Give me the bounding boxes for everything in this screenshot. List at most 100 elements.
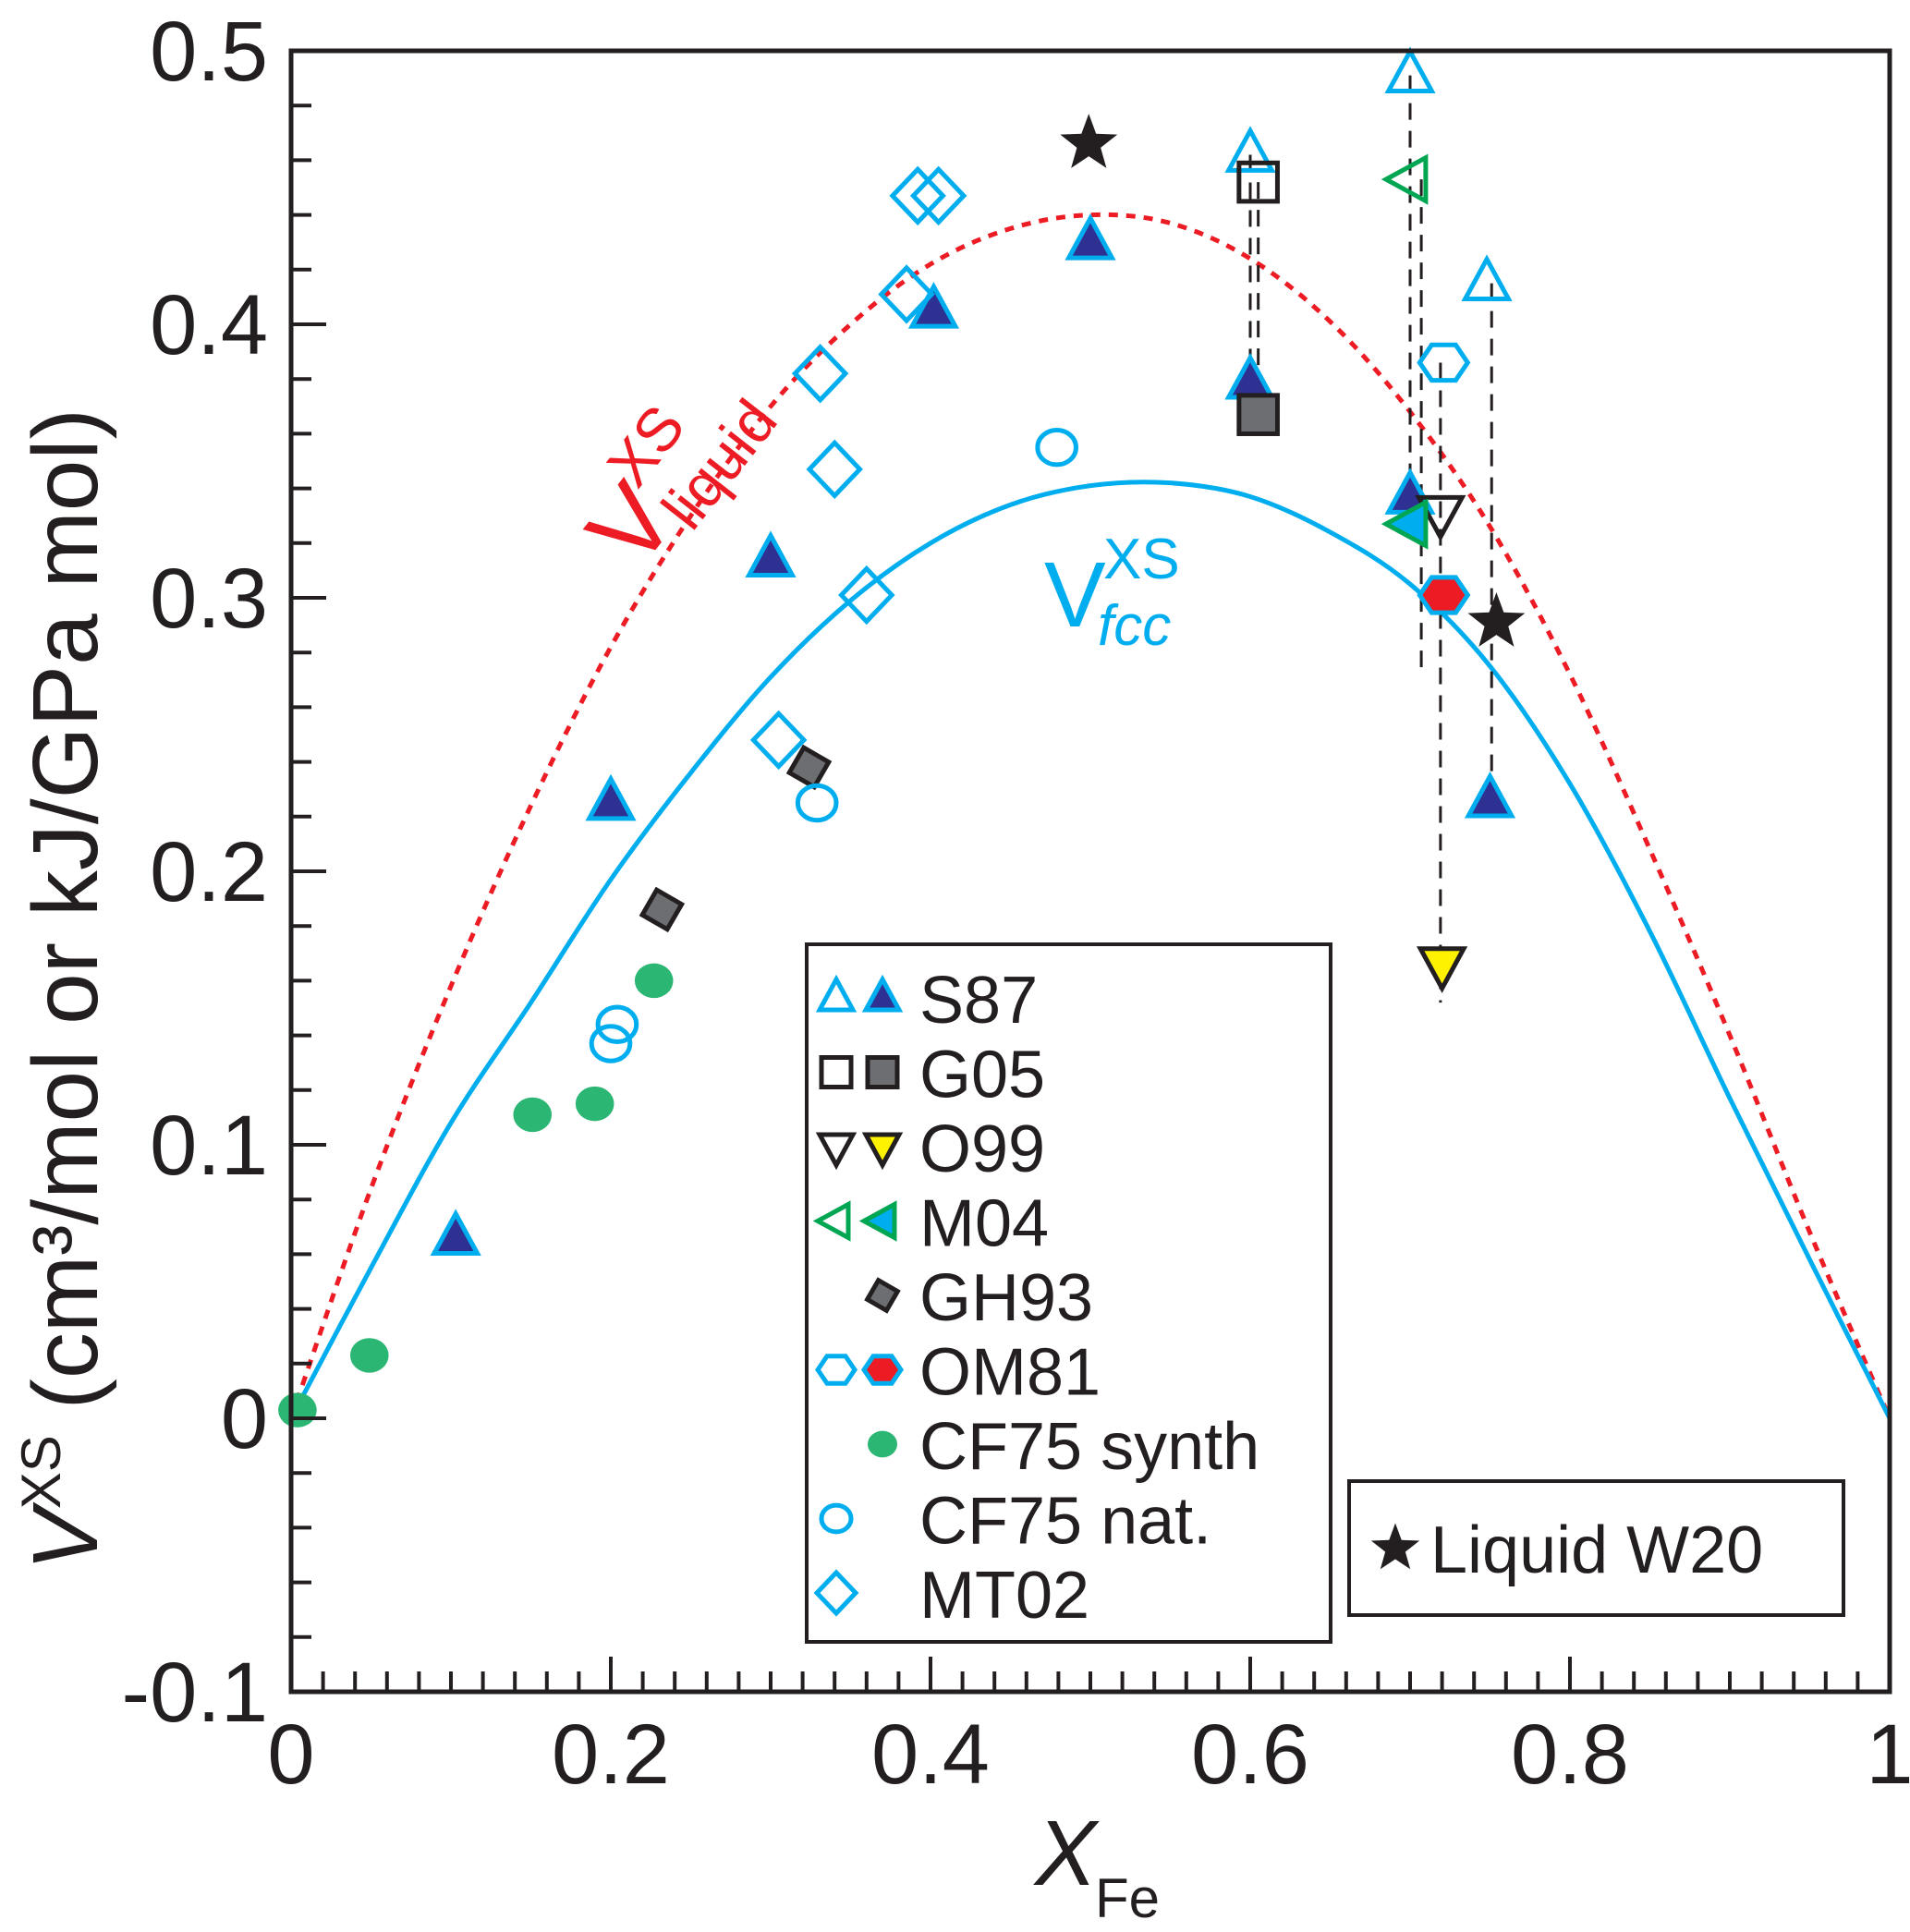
- legend-label: G05: [919, 1039, 1045, 1112]
- liquid-curve: [288, 212, 1892, 1419]
- point-s87-filled: [430, 1209, 481, 1257]
- point-gh93-filled: [785, 744, 833, 791]
- legend-marker: [864, 1277, 901, 1314]
- liquid-curve-label: V XS liquid: [566, 387, 790, 587]
- point-liquid-w20-filled: [1467, 592, 1526, 647]
- legend-liquid-box: [1347, 1479, 1845, 1617]
- legend-label: CF75 nat.: [919, 1485, 1211, 1559]
- point-cf75-nat-open: [589, 1024, 633, 1063]
- point-o99-filled: [1416, 946, 1468, 993]
- y-tick-label: 0.2: [150, 825, 268, 919]
- legend-label: S87: [919, 964, 1038, 1038]
- legend-marker: [813, 1569, 859, 1617]
- point-s87-filled: [745, 530, 797, 577]
- point-mt02-open: [806, 439, 863, 500]
- legend-marker: [868, 1430, 897, 1458]
- legend-marker-star: [1370, 1523, 1420, 1570]
- x-tick-label: 0.8: [1511, 1707, 1629, 1802]
- point-s87-open: [1384, 46, 1436, 94]
- legend-label: M04: [919, 1187, 1049, 1261]
- legend-entry: O99: [815, 1112, 1045, 1186]
- point-cf75-synth-filled: [278, 1392, 317, 1428]
- legend-label: GH93: [919, 1261, 1093, 1335]
- point-s87-open: [1461, 254, 1513, 301]
- x-tick-label: 1: [1866, 1707, 1910, 1802]
- x-axis-title-sub: Fe: [1095, 1867, 1160, 1929]
- legend-entry: S87: [815, 964, 1038, 1038]
- point-mt02-open: [878, 264, 935, 324]
- x-tick-label: 0: [267, 1707, 314, 1802]
- y-tick-label: 0: [221, 1372, 268, 1466]
- legend-marker-open: [815, 1132, 858, 1171]
- legend-entry: CF75 synth: [868, 1410, 1259, 1484]
- point-s87-filled: [1464, 771, 1516, 819]
- point-g05-open: [1236, 160, 1280, 204]
- fcc-curve-label: V XS fcc: [1044, 528, 1180, 658]
- y-tick-label: -0.1: [121, 1646, 268, 1740]
- legend-liquid-entries: Liquid W20: [1370, 1513, 1763, 1587]
- legend-marker-open: [812, 1200, 851, 1242]
- point-cf75-synth-filled: [634, 963, 674, 999]
- point-cf75-synth-filled: [575, 1086, 614, 1122]
- x-tick-label: 0.4: [871, 1707, 990, 1802]
- legend-marker-open: [814, 1354, 858, 1386]
- point-om81-open: [1417, 342, 1471, 383]
- point-m04-filled: [1381, 498, 1429, 550]
- fcc-label-sub: fcc: [1098, 594, 1171, 658]
- legend-marker-filled: [861, 1132, 904, 1171]
- y-tick-label: 0.3: [150, 552, 268, 646]
- fcc-curve: [288, 480, 1892, 1420]
- legend-marker-open: [819, 1055, 854, 1089]
- x-tick-label: 0.2: [552, 1707, 670, 1802]
- y-axis-title-text: VXS (cm³/mol or kJ/GPa mol): [10, 408, 117, 1571]
- axis-ticks: [291, 103, 1860, 1692]
- point-cf75-synth-filled: [349, 1338, 389, 1373]
- fcc-label-sup: XS: [1103, 528, 1180, 591]
- x-axis-title: X Fe: [1033, 1802, 1160, 1929]
- curves: [288, 212, 1892, 1420]
- point-o99-open: [1415, 494, 1466, 542]
- point-s87-filled: [1224, 352, 1276, 400]
- point-s87-filled: [585, 773, 637, 821]
- legend-label: Liquid W20: [1430, 1513, 1763, 1587]
- legend-marker: [819, 1502, 854, 1535]
- legend-entry: G05: [819, 1039, 1045, 1112]
- legend-label: MT02: [919, 1559, 1089, 1633]
- point-cf75-nat-open: [595, 1004, 639, 1044]
- legend-marker-filled: [861, 974, 904, 1013]
- point-mt02-open: [909, 165, 967, 226]
- x-tick-label: 0.6: [1191, 1707, 1309, 1802]
- tick-labels: 0 0.2 0.4 0.6 0.8 1-0.100.10.20.30.40.5: [121, 5, 1910, 1802]
- point-mt02-open: [749, 710, 808, 771]
- legend-entry: OM81: [814, 1336, 1101, 1410]
- y-axis-title: VXS (cm³/mol or kJ/GPa mol): [10, 408, 117, 1571]
- y-axis-title-main: V: [14, 1501, 117, 1571]
- legend-entry: Liquid W20: [1370, 1513, 1763, 1587]
- legend-marker-open: [815, 974, 858, 1013]
- y-axis-title-units: (cm³/mol or kJ/GPa mol): [14, 408, 117, 1435]
- point-s87-filled: [1064, 213, 1116, 261]
- y-tick-label: 0.4: [150, 278, 268, 372]
- legend-marker-filled: [865, 1055, 900, 1089]
- point-om81-filled: [1417, 575, 1471, 615]
- legend-marker-filled: [860, 1354, 905, 1386]
- legend-entry: GH93: [864, 1261, 1093, 1335]
- point-liquid-w20-filled: [1060, 114, 1118, 168]
- legend-entry: M04: [812, 1187, 1049, 1261]
- y-tick-label: 0.5: [150, 5, 268, 99]
- dashed-links: [1248, 75, 1493, 1003]
- point-mt02-open: [889, 165, 946, 226]
- point-mt02-open: [838, 565, 895, 626]
- point-cf75-nat-open: [795, 783, 839, 823]
- legend-entry: CF75 nat.: [819, 1485, 1211, 1559]
- legend-entry: MT02: [813, 1559, 1089, 1633]
- point-cf75-synth-filled: [513, 1097, 553, 1133]
- point-cf75-nat-open: [1035, 427, 1078, 468]
- point-m04-open: [1381, 153, 1429, 205]
- legend-label: CF75 synth: [919, 1410, 1259, 1484]
- y-axis-title-sup: XS: [10, 1435, 72, 1509]
- legend-label: OM81: [919, 1336, 1101, 1410]
- legend-liquid: Liquid W20: [1347, 1479, 1845, 1617]
